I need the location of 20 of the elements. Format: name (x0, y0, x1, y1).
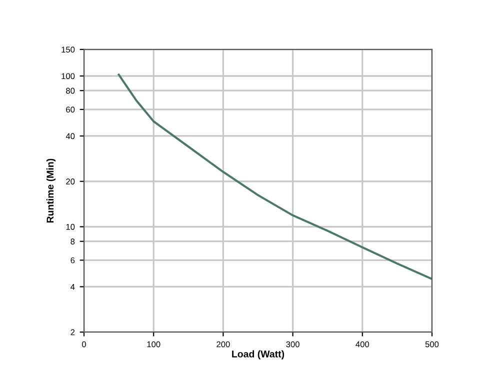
x-tick-label: 300 (286, 341, 300, 348)
y-tick-label: 80 (66, 88, 75, 94)
y-tick-label: 10 (66, 224, 75, 230)
y-tick-label: 4 (70, 284, 75, 290)
y-tick-label: 100 (62, 73, 75, 80)
x-tick-label: 0 (82, 341, 86, 348)
y-tick-label: 150 (62, 46, 75, 53)
y-tick-label: 2 (70, 329, 75, 336)
line-series (118, 74, 432, 280)
x-tick-label: 500 (425, 341, 439, 348)
y-axis-title: Runtime (Min) (46, 158, 56, 223)
y-tick-label: 6 (70, 257, 75, 264)
y-tick-label: 60 (66, 106, 75, 113)
y-tick-label: 40 (66, 133, 75, 140)
x-tick-label: 200 (216, 341, 230, 348)
x-axis-title: Load (Watt) (232, 350, 284, 360)
x-tick-label: 100 (147, 341, 160, 348)
x-tick-label: 400 (356, 341, 370, 348)
y-tick-label: 8 (70, 238, 75, 244)
y-tick-label: 20 (66, 178, 75, 184)
